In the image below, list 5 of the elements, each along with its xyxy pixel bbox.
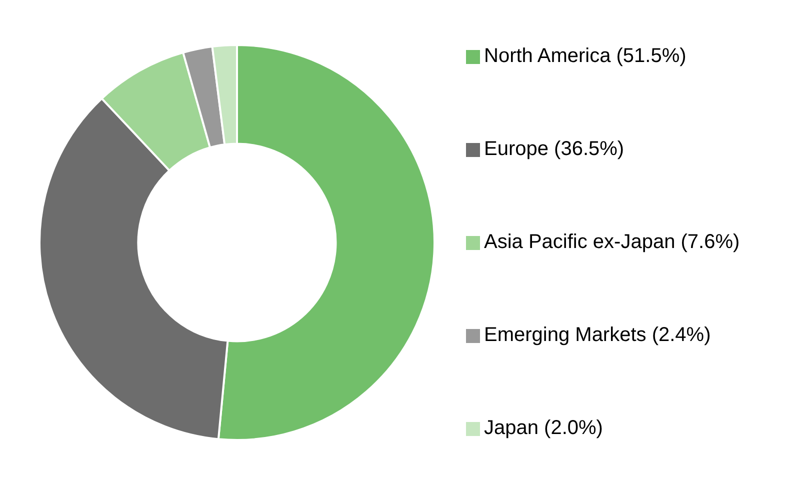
legend-label: North America (51.5%) bbox=[484, 45, 686, 68]
legend-label: Europe (36.5%) bbox=[484, 138, 624, 161]
legend-label: Emerging Markets (2.4%) bbox=[484, 324, 711, 347]
legend-label: Japan (2.0%) bbox=[484, 417, 603, 440]
legend-label: Asia Pacific ex-Japan (7.6%) bbox=[484, 231, 740, 254]
